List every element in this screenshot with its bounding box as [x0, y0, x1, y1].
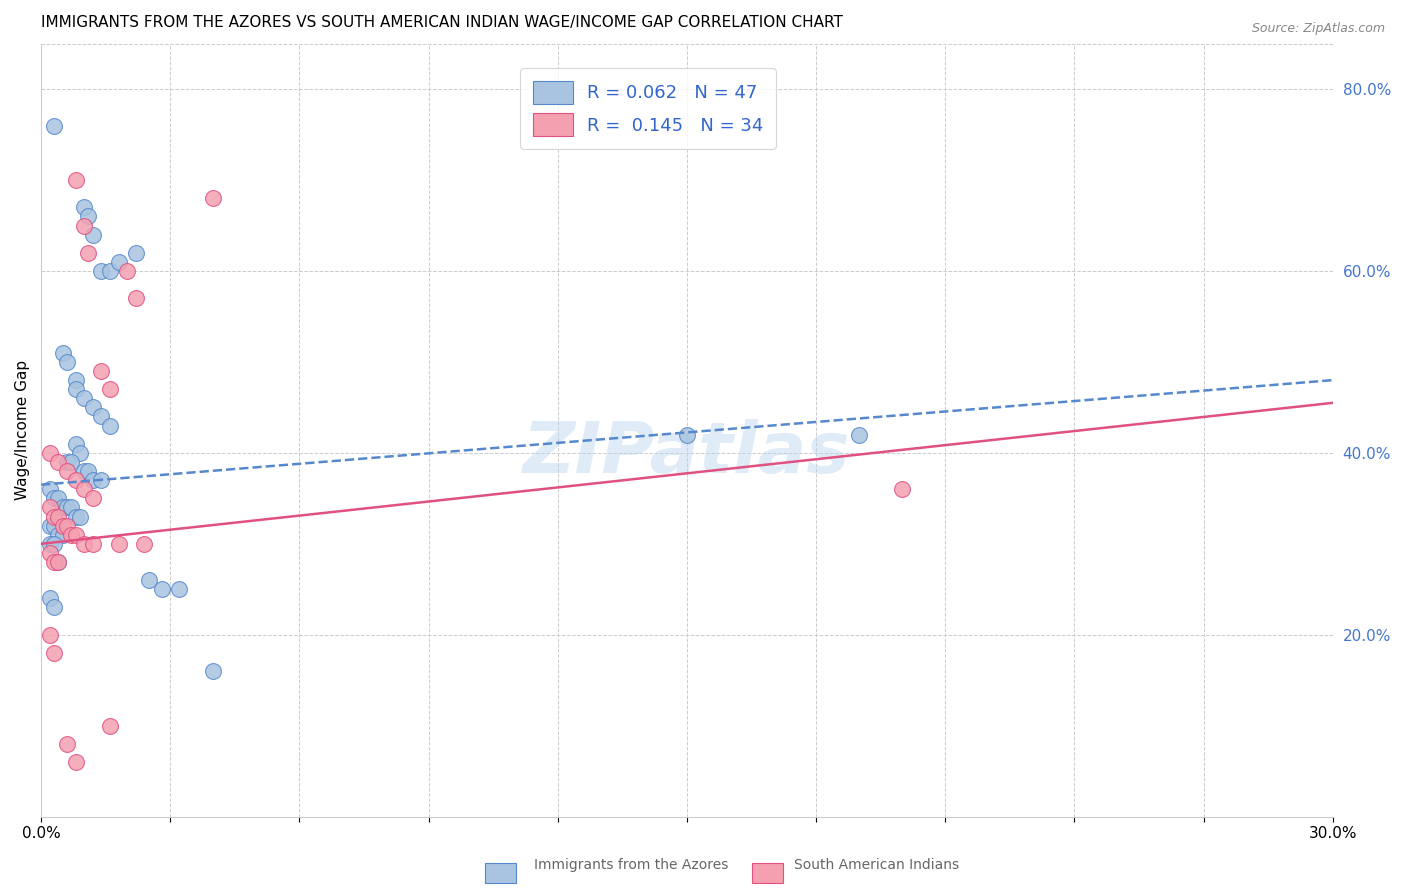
Point: [38, 628, 60, 642]
Point: [65, 382, 87, 396]
Point: [52, 346, 75, 360]
Point: [150, 582, 173, 597]
Point: [65, 509, 87, 524]
Point: [73, 464, 96, 478]
Point: [60, 500, 83, 515]
Point: [46, 491, 69, 506]
Point: [90, 364, 112, 378]
Point: [202, 191, 225, 205]
Point: [73, 219, 96, 233]
Point: [52, 500, 75, 515]
Point: [38, 546, 60, 560]
Point: [42, 646, 65, 660]
Point: [42, 600, 65, 615]
Point: [107, 537, 129, 551]
Point: [82, 401, 104, 415]
Point: [56, 464, 79, 478]
Point: [202, 664, 225, 678]
Point: [90, 409, 112, 424]
Point: [90, 473, 112, 487]
Point: [42, 509, 65, 524]
Point: [38, 537, 60, 551]
Point: [98, 264, 121, 278]
Point: [56, 455, 79, 469]
Point: [65, 173, 87, 187]
Point: [65, 527, 87, 541]
Point: [77, 210, 100, 224]
Legend: R = 0.062   N = 47, R =  0.145   N = 34: R = 0.062 N = 47, R = 0.145 N = 34: [520, 68, 776, 149]
Point: [38, 518, 60, 533]
Point: [46, 509, 69, 524]
Point: [82, 491, 104, 506]
Point: [46, 527, 69, 541]
Point: [65, 755, 87, 769]
Point: [42, 491, 65, 506]
Point: [73, 482, 96, 496]
Point: [73, 200, 96, 214]
Text: South American Indians: South American Indians: [794, 858, 959, 872]
Point: [73, 537, 96, 551]
Point: [52, 518, 75, 533]
Point: [46, 555, 69, 569]
Point: [82, 227, 104, 242]
Text: Immigrants from the Azores: Immigrants from the Azores: [534, 858, 728, 872]
Point: [42, 555, 65, 569]
Point: [82, 537, 104, 551]
Point: [65, 437, 87, 451]
Point: [56, 518, 79, 533]
Point: [38, 500, 60, 515]
Text: ZIPatlas: ZIPatlas: [523, 419, 851, 488]
Point: [115, 264, 138, 278]
Point: [134, 537, 156, 551]
Point: [69, 446, 91, 460]
Point: [56, 500, 79, 515]
Point: [73, 392, 96, 406]
Y-axis label: Wage/Income Gap: Wage/Income Gap: [15, 360, 30, 500]
Point: [60, 527, 83, 541]
Point: [167, 582, 190, 597]
Point: [46, 555, 69, 569]
Point: [125, 291, 148, 305]
Point: [42, 518, 65, 533]
Text: Source: ZipAtlas.com: Source: ZipAtlas.com: [1251, 22, 1385, 36]
Point: [56, 355, 79, 369]
Point: [90, 264, 112, 278]
Point: [125, 245, 148, 260]
Point: [65, 373, 87, 387]
Point: [77, 464, 100, 478]
Point: [42, 119, 65, 133]
Point: [69, 509, 91, 524]
Point: [38, 591, 60, 606]
Point: [98, 719, 121, 733]
Point: [52, 527, 75, 541]
Point: [891, 482, 914, 496]
Point: [138, 573, 160, 587]
Point: [77, 245, 100, 260]
Text: IMMIGRANTS FROM THE AZORES VS SOUTH AMERICAN INDIAN WAGE/INCOME GAP CORRELATION : IMMIGRANTS FROM THE AZORES VS SOUTH AMER…: [41, 15, 844, 30]
Point: [38, 482, 60, 496]
Point: [56, 737, 79, 751]
Point: [46, 455, 69, 469]
Point: [60, 455, 83, 469]
Point: [42, 537, 65, 551]
Point: [107, 255, 129, 269]
Point: [98, 418, 121, 433]
Point: [82, 473, 104, 487]
Point: [676, 427, 699, 442]
Point: [65, 473, 87, 487]
Point: [848, 427, 870, 442]
Point: [98, 382, 121, 396]
Point: [38, 446, 60, 460]
